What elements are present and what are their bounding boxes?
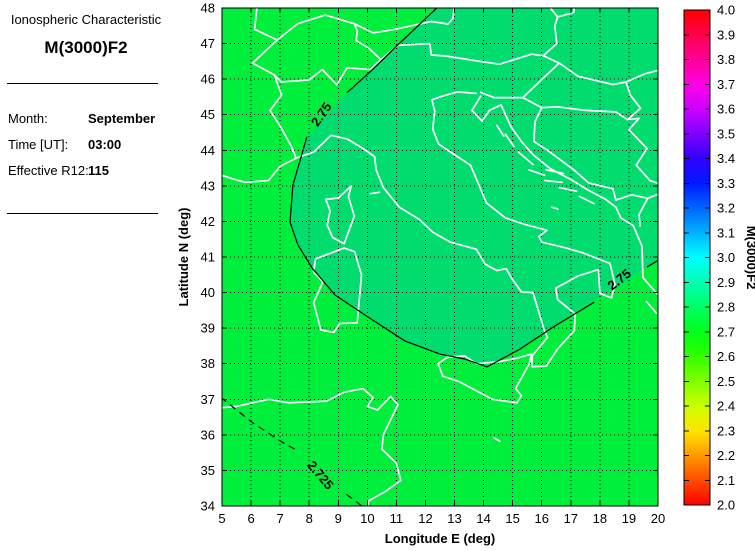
y-tick-label: 48 bbox=[201, 1, 215, 16]
time-value: 03:00 bbox=[88, 137, 122, 152]
month-row: Month: September bbox=[8, 111, 173, 126]
x-tick-label: 20 bbox=[651, 511, 665, 526]
colorbar-tick-label: 2.6 bbox=[717, 349, 735, 364]
month-label: Month: bbox=[8, 111, 48, 126]
colorbar-tick-label: 2.4 bbox=[717, 399, 735, 414]
y-tick-label: 34 bbox=[201, 499, 215, 514]
y-tick-labels: 34 35 36 37 38 39 40 41 42 43 44 45 46 47 48 bbox=[201, 1, 215, 514]
colorbar-tick-label: 3.9 bbox=[717, 27, 735, 42]
colorbar-tick-label: 2.1 bbox=[717, 473, 735, 488]
x-tick-label: 18 bbox=[593, 511, 607, 526]
colorbar-tick-label: 2.7 bbox=[717, 324, 735, 339]
divider-bottom bbox=[7, 213, 158, 214]
y-tick-label: 38 bbox=[201, 356, 215, 371]
info-panel: Ionospheric Characteristic M(3000)F2 Mon… bbox=[0, 0, 175, 551]
x-tick-label: 11 bbox=[390, 511, 404, 526]
colorbar-tick-label: 2.8 bbox=[717, 300, 735, 315]
colorbar-tick-label: 2.9 bbox=[717, 275, 735, 290]
colorbar: 2.0 2.1 2.2 2.3 2.4 2.5 2.6 2.7 2.8 2.9 3.0 3.1 3.2 3… bbox=[683, 3, 755, 513]
y-tick-label: 36 bbox=[201, 427, 215, 442]
characteristic-name: M(3000)F2 bbox=[44, 38, 128, 57]
y-tick-label: 43 bbox=[201, 178, 215, 193]
x-tick-label: 16 bbox=[534, 511, 548, 526]
x-tick-label: 7 bbox=[277, 511, 284, 526]
filled-regions bbox=[290, 8, 658, 367]
grid bbox=[222, 8, 658, 506]
x-tick-label: 5 bbox=[218, 511, 225, 526]
r12-value: 115 bbox=[88, 163, 109, 178]
colorbar-tick-label: 3.8 bbox=[717, 52, 735, 67]
x-tick-label: 14 bbox=[476, 511, 490, 526]
x-tick-label: 9 bbox=[335, 511, 342, 526]
colorbar-tick-label: 3.7 bbox=[717, 77, 735, 92]
y-tick-label: 37 bbox=[201, 392, 215, 407]
r12-row: Effective R12: 115 bbox=[8, 163, 173, 178]
month-value: September bbox=[88, 111, 156, 126]
y-tick-label: 45 bbox=[201, 107, 215, 122]
x-tick-label: 8 bbox=[306, 511, 313, 526]
y-tick-label: 40 bbox=[201, 285, 215, 300]
time-label: Time [UT]: bbox=[8, 137, 69, 152]
x-tick-labels: 5 6 7 8 9 10 11 12 13 14 15 16 17 18 19 20 bbox=[218, 511, 665, 526]
colorbar-tick-label: 3.3 bbox=[717, 176, 735, 191]
y-tick-label: 41 bbox=[201, 250, 215, 265]
colorbar-tick-label: 2.3 bbox=[717, 423, 735, 438]
colorbar-tick-label: 4.0 bbox=[717, 3, 735, 18]
panel-title: Ionospheric Characteristic bbox=[10, 12, 162, 27]
x-tick-label: 17 bbox=[564, 511, 578, 526]
colorbar-tick-label: 2.5 bbox=[717, 374, 735, 389]
divider-top bbox=[7, 83, 158, 84]
y-axis-title: Latitude N (deg) bbox=[176, 208, 191, 307]
colorbar-tick-label: 3.5 bbox=[717, 126, 735, 141]
x-tick-label: 19 bbox=[622, 511, 636, 526]
y-tick-label: 42 bbox=[201, 214, 215, 229]
r12-label: Effective R12: bbox=[8, 163, 89, 178]
colorbar-tick-label: 3.2 bbox=[717, 201, 735, 216]
y-tick-label: 46 bbox=[201, 72, 215, 87]
colorbar-tick-label: 3.1 bbox=[717, 225, 735, 240]
y-tick-label: 39 bbox=[201, 321, 215, 336]
x-tick-label: 10 bbox=[360, 511, 374, 526]
axis-ticks bbox=[221, 7, 659, 507]
coastlines bbox=[222, 8, 658, 506]
colorbar-tick-label: 3.6 bbox=[717, 102, 735, 117]
colorbar-tick-label: 3.0 bbox=[717, 250, 735, 265]
x-tick-label: 13 bbox=[447, 511, 461, 526]
colorbar-tick-label: 2.0 bbox=[717, 498, 735, 513]
time-row: Time [UT]: 03:00 bbox=[8, 137, 173, 152]
x-axis-title: Longitude E (deg) bbox=[385, 531, 495, 546]
colorbar-title: M(3000)F2 bbox=[744, 226, 755, 290]
y-tick-label: 47 bbox=[201, 36, 215, 51]
x-tick-label: 12 bbox=[418, 511, 432, 526]
colorbar-tick-label: 2.2 bbox=[717, 448, 735, 463]
x-tick-label: 6 bbox=[247, 511, 254, 526]
y-tick-label: 35 bbox=[201, 463, 215, 478]
x-tick-label: 15 bbox=[505, 511, 519, 526]
colorbar-tick-label: 3.4 bbox=[717, 151, 735, 166]
y-tick-label: 44 bbox=[201, 143, 215, 158]
